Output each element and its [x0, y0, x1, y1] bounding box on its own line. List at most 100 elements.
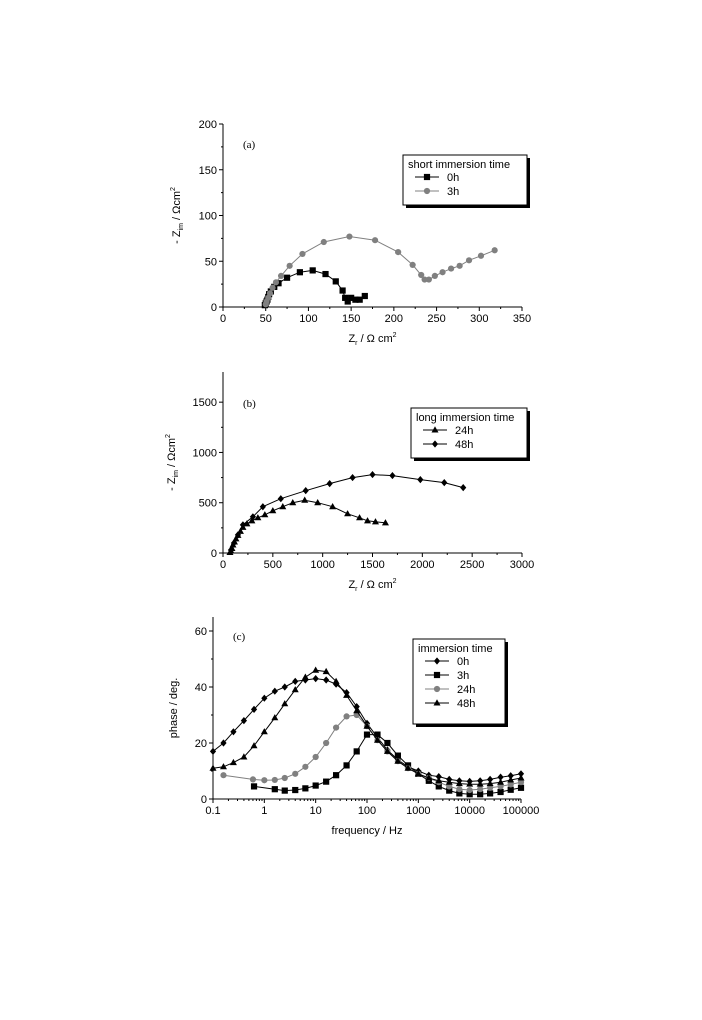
- x-tick-label: 300: [470, 313, 488, 325]
- data-point: [477, 252, 485, 259]
- y-tick-label: 60: [195, 626, 207, 638]
- data-point: [312, 666, 320, 673]
- x-tick-label: 1000: [406, 805, 430, 817]
- data-point: [289, 499, 297, 506]
- data-point: [394, 752, 402, 759]
- data-point: [301, 673, 309, 680]
- data-point: [409, 261, 416, 269]
- data-point: [234, 531, 242, 539]
- data-point: [394, 757, 402, 764]
- series-line: [229, 499, 386, 553]
- data-point: [491, 247, 498, 254]
- data-point: [507, 772, 514, 780]
- legend-title: immersion time: [418, 643, 493, 655]
- x-tick-label: 2500: [460, 559, 484, 571]
- legend-marker: [423, 173, 431, 181]
- data-point: [456, 786, 463, 793]
- data-point: [301, 496, 309, 503]
- data-point: [332, 680, 340, 688]
- data-point: [302, 487, 309, 495]
- y-tick-label: 200: [199, 119, 217, 131]
- data-point: [477, 791, 484, 798]
- legend-label: 48h: [455, 439, 473, 451]
- data-point: [369, 470, 376, 479]
- x-tick-label: 10000: [454, 805, 485, 817]
- data-point: [250, 705, 258, 713]
- data-point: [497, 788, 504, 796]
- series-0h: [261, 267, 368, 309]
- x-tick-label: 3000: [510, 559, 534, 571]
- x-tick-label: 2000: [410, 559, 434, 571]
- data-point: [249, 776, 257, 783]
- data-point: [320, 238, 327, 246]
- x-tick-label: 1: [261, 805, 267, 817]
- data-point: [517, 784, 525, 791]
- legend-title: long immersion time: [416, 412, 514, 424]
- legend-label: 3h: [447, 186, 459, 198]
- x-tick-label: 1000: [310, 559, 334, 571]
- data-point: [220, 772, 227, 779]
- legend-box: [412, 638, 506, 725]
- y-tick-label: 0: [211, 302, 217, 314]
- panel-label: (c): [233, 631, 246, 643]
- data-point: [281, 683, 288, 691]
- data-point: [309, 267, 316, 274]
- data-point: [260, 728, 268, 735]
- data-point: [460, 484, 467, 492]
- data-point: [497, 778, 505, 785]
- data-point: [229, 758, 237, 766]
- legend-marker: [433, 657, 441, 665]
- data-point: [476, 780, 484, 787]
- data-point: [261, 511, 269, 518]
- data-point: [384, 739, 391, 747]
- y-axis-label: - Zim / Ωcm2: [165, 434, 180, 491]
- x-tick-label: 0: [220, 313, 226, 325]
- data-point: [220, 739, 227, 747]
- data-point: [425, 276, 432, 283]
- chart-panel-2: 0 500 1000 1500 2000 2500 3000 0 500 1000 1500 (b) Z…: [165, 372, 534, 593]
- data-point: [266, 290, 274, 297]
- data-point: [446, 783, 453, 790]
- y-tick-label: 150: [199, 165, 217, 177]
- data-point: [312, 675, 319, 683]
- series-3h: [262, 233, 498, 308]
- data-point: [344, 298, 351, 305]
- x-tick-label: 200: [385, 313, 403, 325]
- data-point: [219, 763, 227, 770]
- data-point: [292, 770, 299, 777]
- series-24h: [220, 711, 525, 794]
- data-point: [455, 779, 463, 787]
- data-point: [271, 714, 279, 721]
- legend-box: [410, 407, 528, 459]
- legend-label: 48h: [457, 698, 475, 710]
- data-point: [277, 495, 284, 503]
- data-point: [431, 272, 438, 279]
- data-point: [363, 722, 371, 729]
- data-point: [292, 677, 299, 685]
- panel-label: (a): [243, 139, 256, 151]
- data-point: [517, 770, 525, 778]
- data-point: [371, 237, 379, 244]
- data-point: [272, 279, 280, 286]
- data-point: [353, 707, 361, 714]
- data-point: [259, 503, 266, 511]
- data-point: [349, 473, 356, 482]
- y-tick-label: 500: [199, 498, 217, 510]
- data-point: [439, 269, 446, 276]
- x-tick-label: 350: [513, 313, 531, 325]
- data-point: [322, 667, 330, 675]
- legend-box: [402, 154, 528, 206]
- data-point: [342, 294, 349, 301]
- y-tick-label: 1500: [193, 397, 217, 409]
- data-point: [286, 262, 293, 269]
- panel-label: (b): [243, 398, 256, 410]
- data-point: [363, 731, 371, 738]
- y-tick-label: 100: [199, 211, 217, 223]
- legend-marker: [433, 699, 441, 706]
- data-point: [239, 521, 247, 529]
- x-tick-label: 1500: [360, 559, 384, 571]
- x-tick-label: 500: [264, 559, 282, 571]
- data-point: [445, 778, 453, 785]
- data-point: [299, 250, 306, 258]
- data-point: [322, 270, 329, 278]
